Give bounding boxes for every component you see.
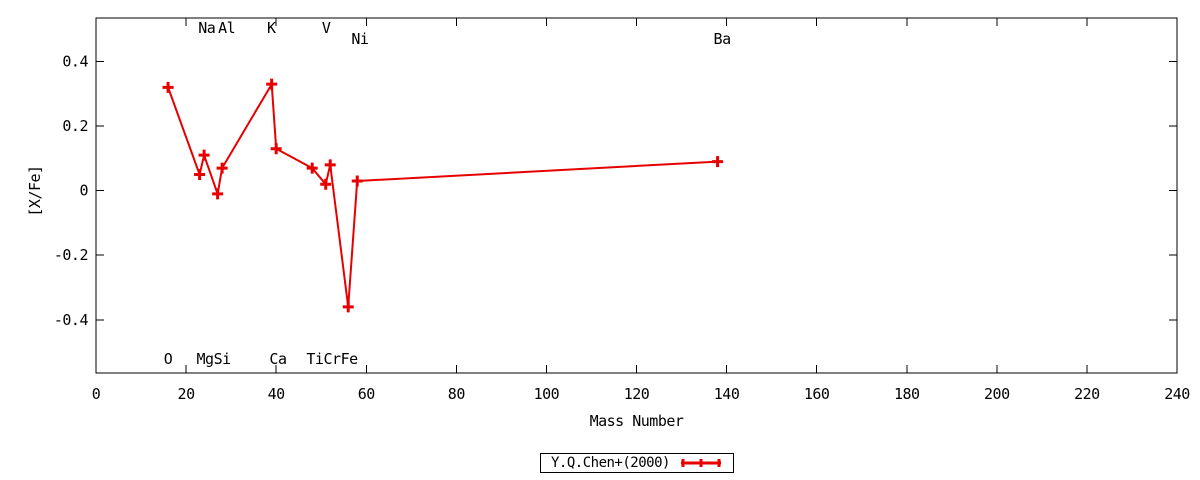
element-label-Ba: Ba xyxy=(714,30,731,48)
x-tick-label: 200 xyxy=(984,385,1010,403)
y-tick-label: -0.4 xyxy=(54,311,89,329)
data-point-marker-Ca xyxy=(270,143,282,155)
plot-border xyxy=(95,17,1178,374)
x-tick-label: 20 xyxy=(178,385,196,403)
x-tick-label: 0 xyxy=(92,385,101,403)
x-axis-title: Mass Number xyxy=(589,412,684,430)
element-label-V: V xyxy=(322,19,331,37)
element-label-Fe: Fe xyxy=(341,350,359,368)
data-point-marker-Si xyxy=(216,162,228,174)
x-tick-label: 80 xyxy=(448,385,466,403)
element-label-Si: Si xyxy=(214,350,231,368)
data-point-marker-Mg xyxy=(198,149,210,161)
y-tick-label: 0 xyxy=(79,182,88,200)
y-tick-label: -0.2 xyxy=(54,246,88,264)
x-tick-label: 240 xyxy=(1164,385,1190,403)
legend-label: Y.Q.Chen+(2000) xyxy=(551,455,670,471)
data-point-marker-Cr xyxy=(324,159,336,171)
element-label-O: O xyxy=(164,350,173,368)
element-label-Ni: Ni xyxy=(351,30,368,48)
series-line xyxy=(167,83,718,308)
data-point-marker-Ni xyxy=(351,175,363,187)
y-axis-title: [X/Fe] xyxy=(26,165,44,217)
element-label-Al: Al xyxy=(218,19,235,37)
element-label-K: K xyxy=(267,19,276,37)
element-label-Ca: Ca xyxy=(269,350,286,368)
element-label-Ti: Ti xyxy=(306,350,323,368)
data-point-marker-Ti xyxy=(306,162,318,174)
x-tick-label: 180 xyxy=(894,385,920,403)
x-tick-label: 160 xyxy=(804,385,830,403)
x-tick-label: 60 xyxy=(358,385,376,403)
element-label-Cr: Cr xyxy=(323,350,341,368)
data-point-marker-Ba xyxy=(712,156,724,168)
data-point-marker-Fe xyxy=(342,301,354,313)
data-point-marker-V xyxy=(320,178,332,190)
element-label-Mg: Mg xyxy=(196,350,213,368)
legend-box: Y.Q.Chen+(2000) xyxy=(540,453,734,473)
x-tick-label: 220 xyxy=(1074,385,1100,403)
y-tick-label: 0.4 xyxy=(62,53,88,71)
data-point-marker-K xyxy=(266,78,278,90)
x-tick-label: 100 xyxy=(534,385,560,403)
data-point-marker-O xyxy=(162,81,174,93)
x-tick-label: 140 xyxy=(714,385,740,403)
data-point-marker-Al xyxy=(212,188,224,200)
x-tick-label: 120 xyxy=(624,385,650,403)
y-tick-label: 0.2 xyxy=(62,117,88,135)
legend-line-sample xyxy=(680,459,721,467)
element-label-Na: Na xyxy=(198,19,215,37)
x-tick-label: 40 xyxy=(268,385,286,403)
data-point-marker-Na xyxy=(194,169,206,181)
